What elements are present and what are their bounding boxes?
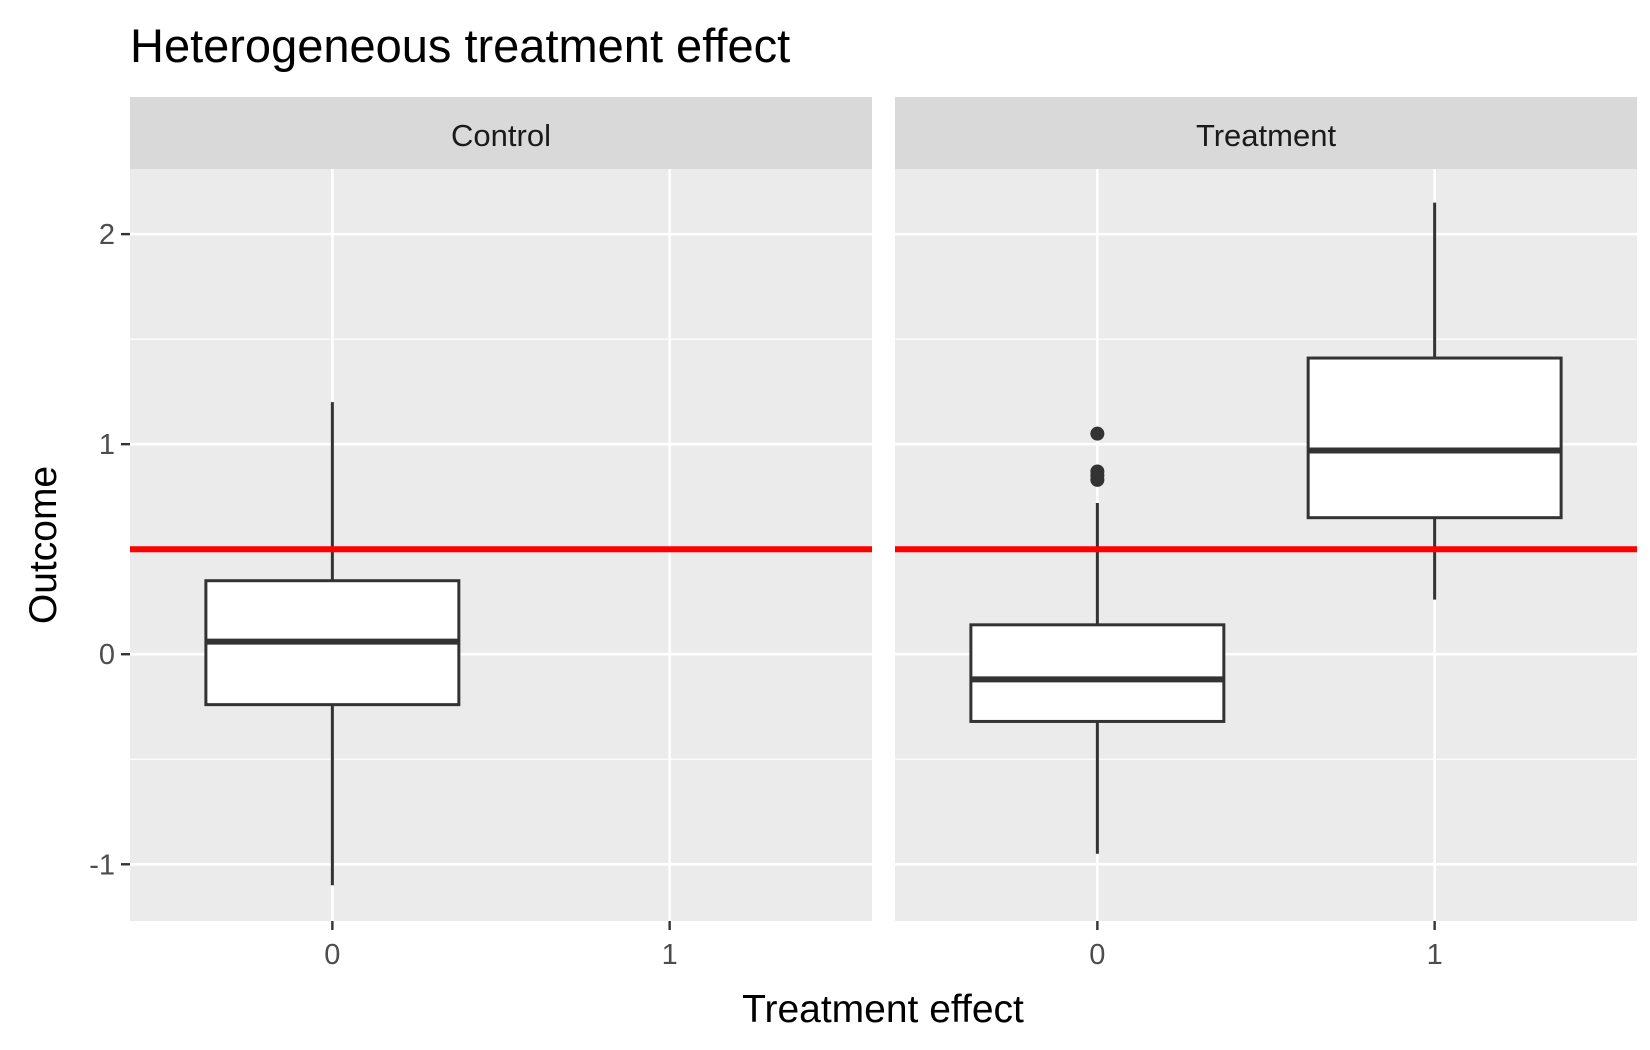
panel-background [895, 169, 1637, 921]
facet-control: Control [130, 97, 872, 921]
outlier-point [1090, 464, 1105, 479]
x-tick-label: 1 [1427, 939, 1443, 971]
x-tick-label: 0 [1089, 939, 1105, 971]
facet-treatment: Treatment [895, 97, 1637, 921]
y-tick-label: -1 [89, 849, 115, 881]
box-iqr [1306, 356, 1563, 520]
strip-background [130, 97, 872, 169]
strip-background [895, 97, 1637, 169]
x-tick-label: 1 [662, 939, 678, 971]
strip-label-treatment: Treatment [1196, 118, 1337, 153]
x-tick-label: 0 [324, 939, 340, 971]
y-tick-label: 1 [99, 429, 115, 461]
y-tick-label: 2 [99, 219, 115, 251]
axes: -1 0 1 2 0 1 0 1 [89, 219, 1443, 971]
box-marks [130, 202, 1637, 886]
y-axis-title: Outcome [22, 466, 65, 624]
strip-label-control: Control [451, 118, 551, 153]
outlier-point [1090, 426, 1105, 441]
x-axis-title: Treatment effect [742, 988, 1024, 1031]
chart-title: Heterogeneous treatment effect [130, 19, 790, 72]
panel-background [130, 169, 872, 921]
box-iqr [969, 623, 1226, 723]
y-tick-label: 0 [99, 639, 115, 671]
